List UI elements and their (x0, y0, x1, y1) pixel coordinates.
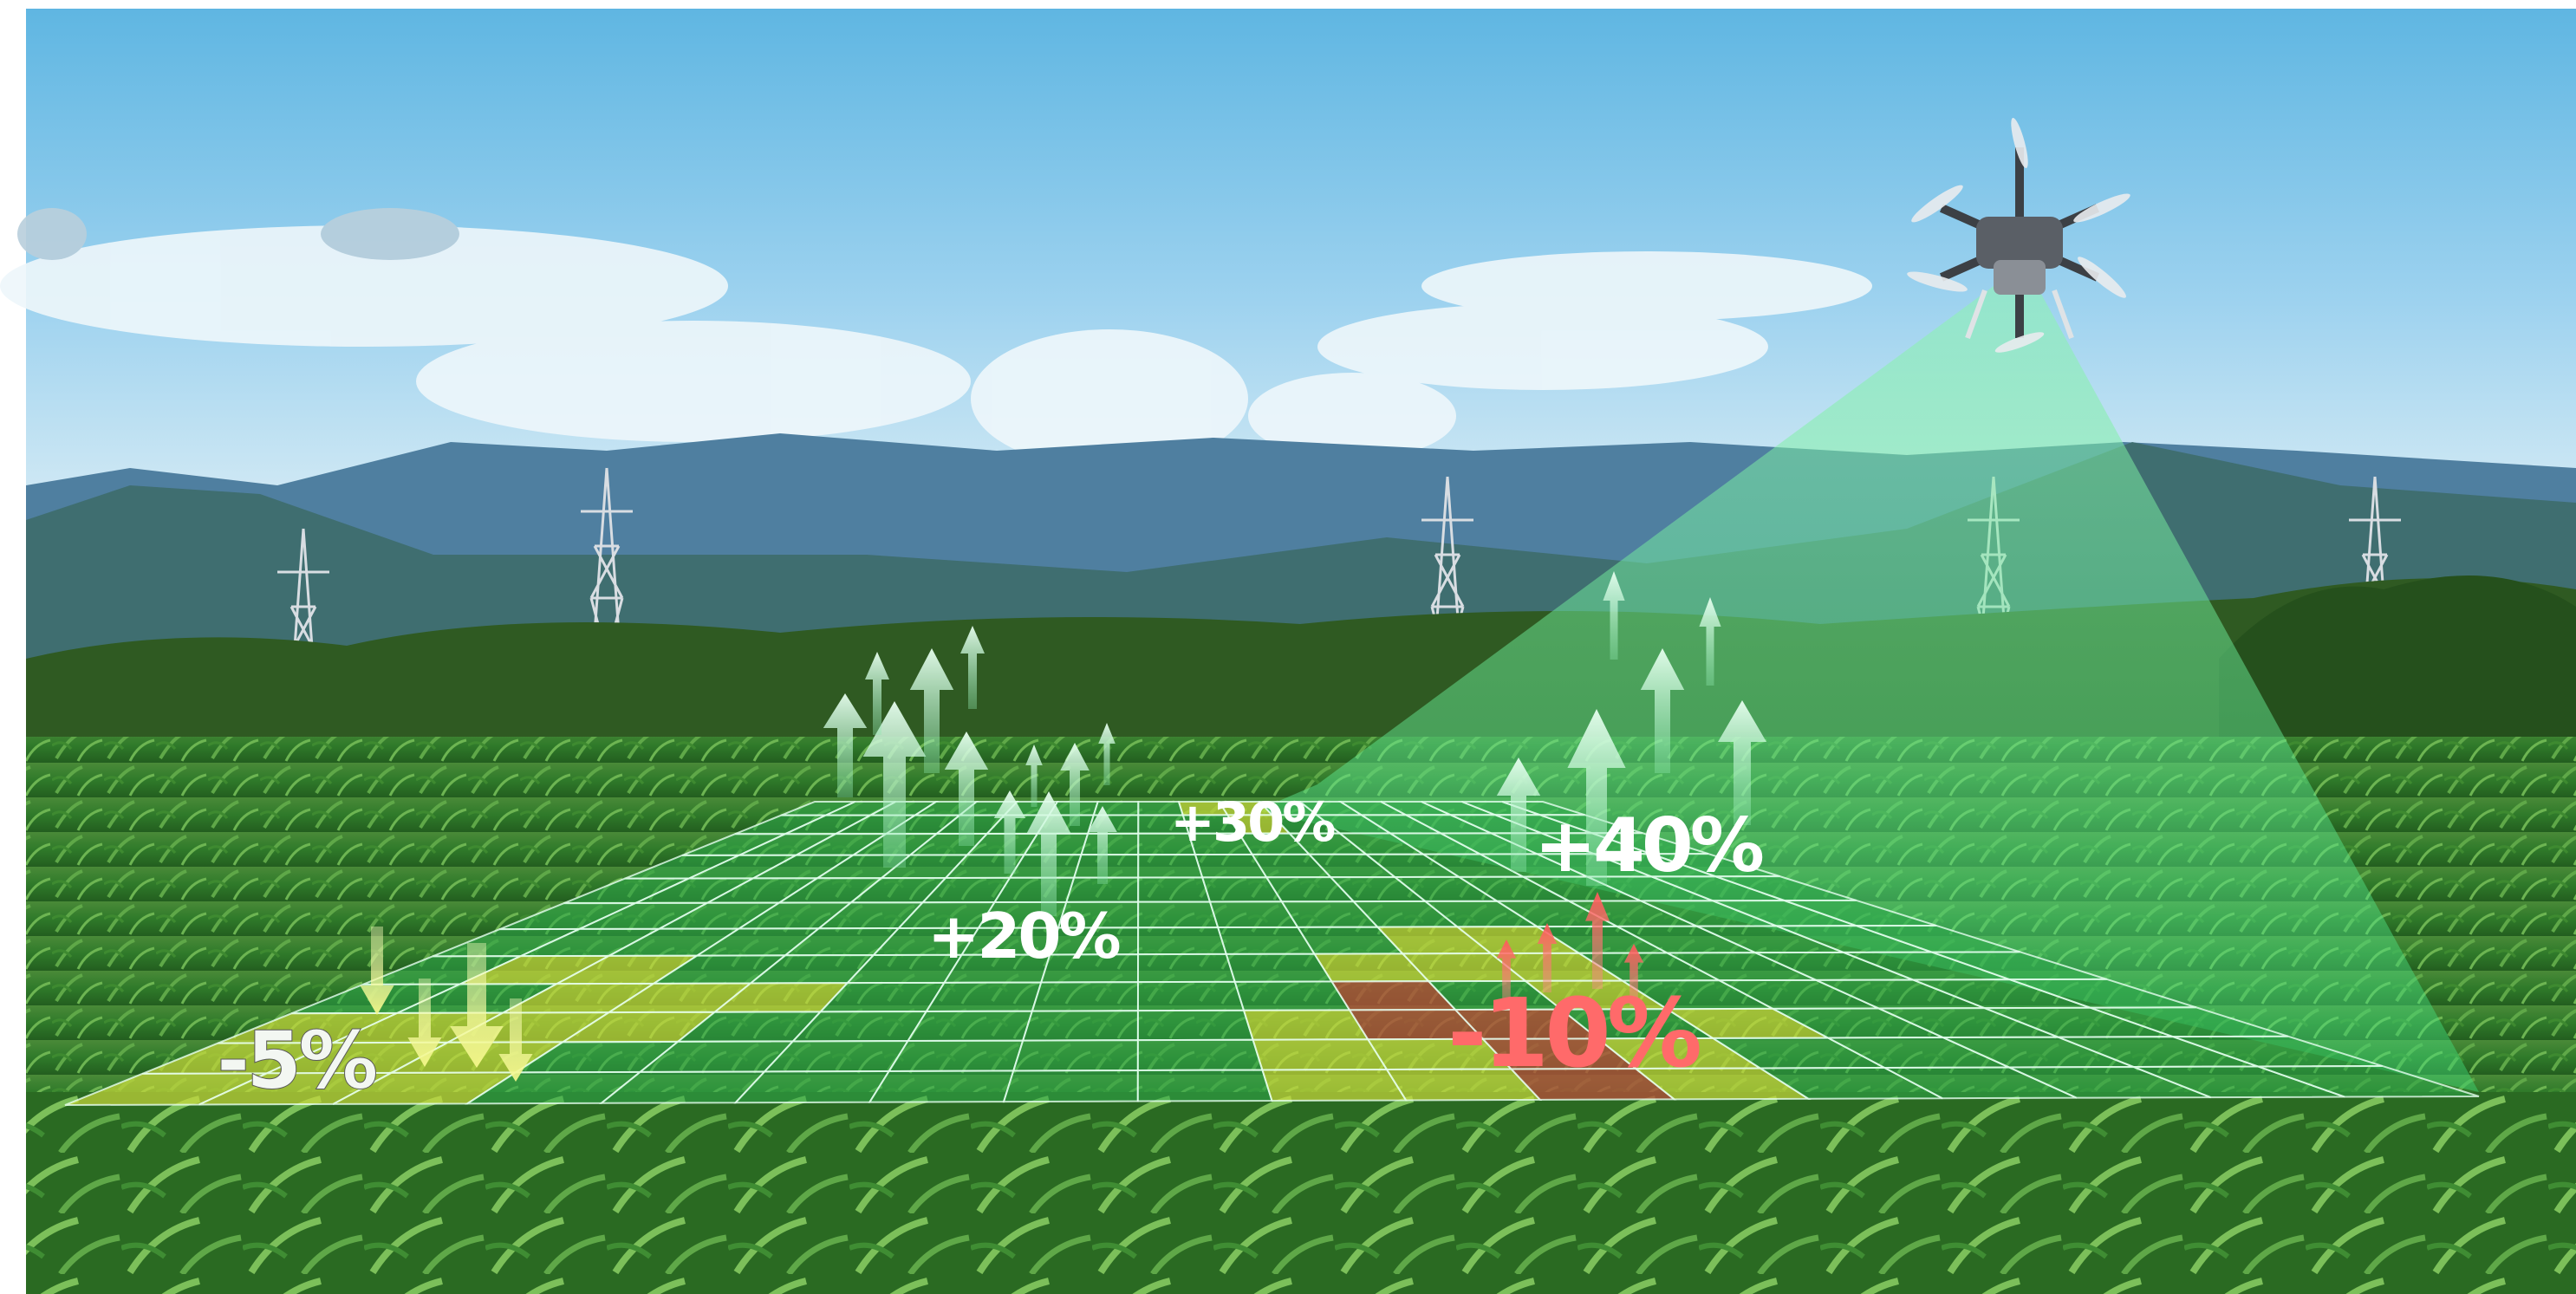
grid-cell (1137, 901, 1220, 929)
grid-cell (1136, 1009, 1254, 1042)
scan-beam (1257, 286, 2479, 1092)
grid-cell (1021, 1010, 1139, 1042)
grid-cell (924, 981, 1043, 1012)
grid-cell (1002, 1069, 1139, 1103)
percent-label-minus10: -10% (1447, 978, 1700, 1089)
percent-label-plus20: +20% (927, 900, 1120, 972)
grid-cell (1080, 832, 1140, 856)
grid-cell (1261, 1068, 1408, 1102)
grid-cell (1242, 1009, 1370, 1041)
grid-cell (1136, 980, 1246, 1012)
percent-label-minus5: -5% (217, 1014, 376, 1107)
grid-cell (1012, 1039, 1139, 1072)
grid-cell (1137, 853, 1204, 879)
percent-label-plus30: +30% (1170, 790, 1335, 854)
grid-cell (1031, 981, 1140, 1012)
percent-label-plus40: +40% (1534, 803, 1763, 889)
grid-cell (1137, 876, 1212, 903)
grid-cell (2257, 1064, 2480, 1098)
grid-cell (868, 1070, 1015, 1103)
grid-cell (1136, 1069, 1273, 1102)
clouds (0, 208, 1872, 468)
grid-cell (1137, 927, 1228, 956)
grid-cell (1252, 1038, 1389, 1071)
grid-cell (906, 1010, 1034, 1043)
drone-icon (1907, 117, 2130, 353)
grid-cell (887, 1039, 1025, 1072)
grid-cell (1136, 953, 1237, 984)
crop-foreground (26, 1092, 2576, 1294)
grid-cell (1225, 953, 1334, 983)
grid-cell (1136, 1038, 1264, 1071)
grid-cell (1233, 980, 1351, 1011)
